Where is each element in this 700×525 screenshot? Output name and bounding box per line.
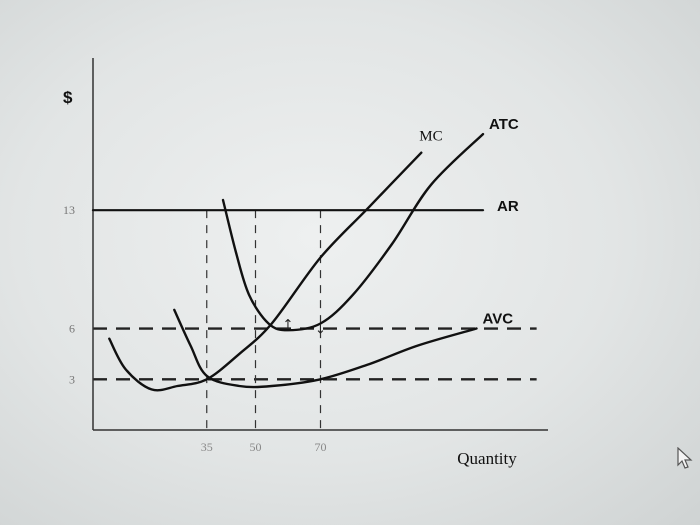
x-tick-label-70: 70 bbox=[315, 440, 327, 454]
curve-label-avc: AVC bbox=[483, 311, 514, 328]
y-tick-label-6: 6 bbox=[69, 322, 75, 336]
reference-lines bbox=[93, 210, 537, 430]
curve-label-ar: AR bbox=[497, 198, 519, 215]
curve-label-atc: ATC bbox=[489, 116, 519, 133]
curve-mc bbox=[108, 151, 423, 392]
x-tick-label-50: 50 bbox=[250, 440, 262, 454]
curve-atc bbox=[221, 132, 485, 332]
curves bbox=[91, 132, 485, 392]
curve-avc bbox=[173, 308, 478, 389]
y-axis-label: $ bbox=[63, 88, 73, 107]
arrow-annotation-1: ↑ bbox=[283, 317, 294, 332]
axes: $ Quantity bbox=[63, 58, 548, 468]
mouse-pointer-icon bbox=[677, 447, 693, 469]
arrow-annotations: ↑ ↓ bbox=[283, 317, 326, 337]
curve-label-mc: MC bbox=[419, 129, 442, 145]
x-tick-label-35: 35 bbox=[201, 440, 213, 454]
tick-labels: 13 6 3 35 50 70 bbox=[63, 203, 327, 454]
y-tick-label-13: 13 bbox=[63, 203, 75, 217]
curve-labels: MC ATC AVC AR bbox=[419, 116, 519, 327]
y-tick-label-3: 3 bbox=[69, 372, 75, 386]
arrow-annotation-2: ↓ bbox=[315, 323, 326, 338]
x-axis-label: Quantity bbox=[457, 449, 517, 468]
